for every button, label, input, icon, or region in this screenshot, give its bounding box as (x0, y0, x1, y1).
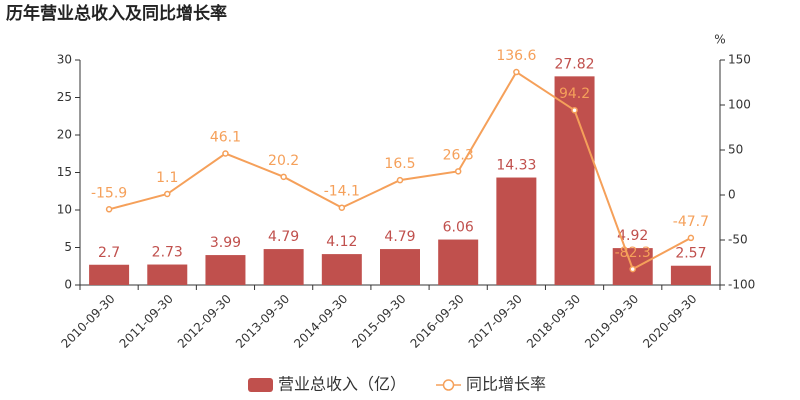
line-point (629, 265, 636, 273)
bar-value-label: 4.79 (384, 229, 415, 245)
y-tick-label: 5 (64, 240, 72, 254)
line-point (687, 234, 695, 242)
line-value-label: -14.1 (324, 184, 360, 200)
x-tick-label: 2020-09-30 (640, 292, 699, 351)
line-point (164, 190, 171, 198)
bar-value-label: 27.82 (554, 56, 594, 72)
line-point (396, 176, 404, 184)
y-tick-label: 25 (57, 90, 72, 104)
x-tick-label: 2019-09-30 (582, 292, 641, 351)
chart-title: 历年营业总收入及同比增长率 (6, 3, 227, 24)
line-value-label: -82.3 (615, 245, 651, 261)
y-tick-label: 0 (64, 278, 72, 292)
x-tick-label: 2015-09-30 (349, 292, 408, 351)
y-tick-label: 15 (57, 165, 72, 179)
bar (205, 255, 246, 285)
bar-value-label: 4.79 (268, 229, 299, 245)
legend-swatch (248, 378, 273, 392)
line-value-label: -15.9 (91, 185, 127, 201)
bar-value-label: 2.7 (98, 245, 120, 261)
line-point (280, 173, 287, 181)
x-tick-label: 2012-09-30 (175, 292, 234, 351)
x-tick-label: 2014-09-30 (291, 292, 350, 351)
y-tick-label: 10 (57, 203, 72, 217)
bar (670, 265, 711, 285)
y-tick-label: 20 (57, 128, 72, 142)
x-tick-label: 2016-09-30 (408, 292, 467, 351)
x-tick-label: 2011-09-30 (117, 292, 176, 351)
line-value-label: 20.2 (268, 153, 299, 169)
y2-tick-label: 50 (728, 143, 743, 157)
legend-swatch (442, 379, 455, 391)
bar (380, 249, 420, 285)
line-point (454, 168, 462, 175)
line-value-label: 26.3 (443, 147, 474, 163)
y2-tick-label: 100 (728, 98, 751, 112)
y2-axis-label: % (714, 33, 725, 47)
y2-tick-label: -50 (728, 233, 748, 247)
line-value-label: -47.7 (673, 214, 709, 230)
x-tick-label: 2018-09-30 (524, 292, 583, 351)
bar-value-label: 2.57 (675, 246, 706, 262)
bar (147, 264, 188, 285)
bar (438, 239, 479, 285)
x-tick-label: 2013-09-30 (233, 292, 292, 351)
y2-tick-label: 0 (728, 188, 736, 202)
line-value-label: 16.5 (384, 156, 415, 172)
legend-label: 同比增长率 (466, 375, 546, 394)
bar-value-label: 3.99 (210, 235, 241, 251)
y-tick-label: 30 (57, 53, 72, 67)
bar (89, 264, 130, 285)
line-point (513, 68, 520, 76)
line-point (571, 106, 578, 114)
line-point (222, 150, 229, 157)
line-value-label: 46.1 (210, 130, 241, 146)
bar-value-label: 6.06 (443, 220, 474, 236)
line-point (338, 204, 346, 211)
legend-label: 营业总收入（亿） (278, 375, 406, 394)
x-tick-label: 2010-09-30 (58, 292, 117, 351)
y2-tick-label: -100 (728, 278, 755, 292)
line-value-label: 1.1 (156, 170, 178, 186)
bar (321, 254, 362, 285)
line-point (105, 206, 113, 213)
y2-tick-label: 150 (728, 53, 751, 67)
bar-value-label: 2.73 (152, 245, 183, 261)
bar-value-label: 14.33 (496, 158, 536, 174)
line-value-label: 94.2 (559, 86, 590, 102)
line-value-label: 136.6 (496, 48, 536, 64)
bar-value-label: 4.12 (326, 234, 357, 250)
bar (496, 177, 537, 285)
x-tick-label: 2017-09-30 (466, 292, 525, 351)
bar-value-label: 4.92 (617, 228, 648, 244)
bar (263, 249, 304, 285)
